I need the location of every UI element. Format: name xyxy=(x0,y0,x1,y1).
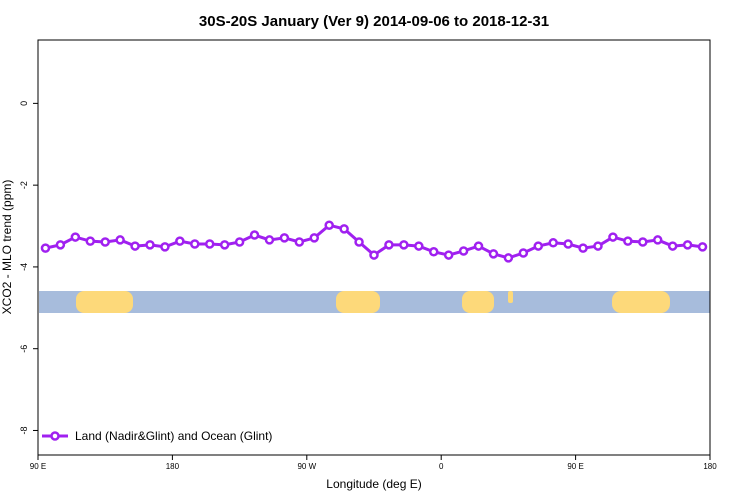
land-ocean-strip xyxy=(39,291,710,313)
data-point xyxy=(294,237,305,247)
data-point xyxy=(667,241,678,251)
y-tick-label: -6 xyxy=(19,345,29,353)
data-point xyxy=(488,249,499,259)
y-tick-label: -8 xyxy=(19,426,29,434)
data-point xyxy=(160,242,170,252)
legend-marker xyxy=(50,431,60,441)
data-point xyxy=(204,239,215,249)
data-point xyxy=(219,240,230,250)
data-point xyxy=(563,239,573,249)
data-point xyxy=(428,247,439,257)
x-tick-label: 90 W xyxy=(297,462,316,471)
y-tick-label: 0 xyxy=(19,101,29,106)
y-tick-label: -2 xyxy=(19,181,29,189)
data-point xyxy=(339,224,349,234)
x-axis-label: Longitude (deg E) xyxy=(326,477,421,491)
x-tick-label: 90 E xyxy=(30,462,46,471)
data-point xyxy=(115,235,125,245)
data-point xyxy=(234,237,245,247)
data-point xyxy=(190,239,200,249)
y-axis-label: XCO2 - MLO trend (ppm) xyxy=(0,180,14,315)
data-point xyxy=(145,240,155,250)
data-point xyxy=(369,250,379,260)
data-point xyxy=(249,230,260,240)
legend-label: Land (Nadir&Glint) and Ocean (Glint) xyxy=(75,429,272,443)
data-point xyxy=(264,235,275,245)
data-point xyxy=(324,220,334,230)
data-point xyxy=(548,238,558,248)
x-tick-label: 180 xyxy=(703,462,717,471)
x-tick-label: 180 xyxy=(166,462,180,471)
x-tick-label: 0 xyxy=(439,462,444,471)
data-point xyxy=(608,232,618,242)
data-point xyxy=(697,242,708,252)
plot-frame xyxy=(37,39,711,456)
data-point xyxy=(518,248,529,258)
data-point xyxy=(279,233,290,243)
data-point xyxy=(130,241,140,251)
x-tick-label: 90 E xyxy=(567,462,583,471)
data-point xyxy=(593,241,603,251)
y-tick-label: -4 xyxy=(19,263,29,271)
data-point xyxy=(533,241,544,251)
data-point xyxy=(443,250,454,260)
data-point xyxy=(503,253,514,263)
data-point xyxy=(473,241,484,251)
data-point xyxy=(682,240,693,250)
data-point xyxy=(458,246,469,256)
data-point xyxy=(638,237,648,247)
data-point xyxy=(354,237,364,247)
data-point xyxy=(578,243,588,253)
data-point xyxy=(100,237,110,247)
data-point xyxy=(70,232,81,242)
data-point xyxy=(623,236,633,246)
data-point xyxy=(55,240,66,250)
data-point xyxy=(85,236,96,246)
data-point xyxy=(40,243,51,253)
data-point xyxy=(175,236,185,246)
data-point xyxy=(384,240,394,250)
chart-title: 30S-20S January (Ver 9) 2014-09-06 to 20… xyxy=(199,13,549,30)
data-point xyxy=(414,241,424,251)
data-point xyxy=(652,235,663,245)
data-point xyxy=(309,233,320,243)
data-point xyxy=(399,240,409,250)
